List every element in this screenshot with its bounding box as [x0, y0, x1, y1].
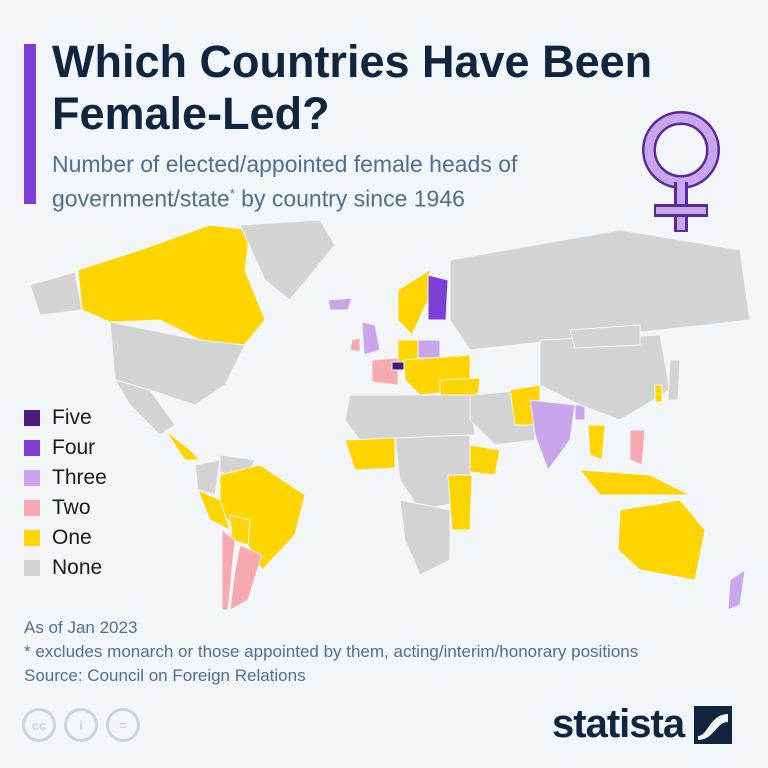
legend-swatch	[24, 440, 40, 456]
statista-mark-icon	[694, 705, 733, 744]
map-region-japan	[667, 359, 681, 401]
map-region-chile	[221, 528, 236, 610]
page-title: Which Countries Have Been Female-Led?	[52, 36, 653, 139]
accent-bar	[24, 44, 36, 204]
as-of-date: As of Jan 2023	[24, 618, 138, 637]
map-region-philippines	[629, 429, 646, 466]
legend-item-three: Three	[24, 463, 107, 493]
legend-item-five: Five	[24, 403, 107, 433]
map-region-uk	[361, 321, 381, 356]
legend-label: Four	[52, 436, 96, 459]
map-region-korea	[654, 384, 663, 403]
map-region-peru	[197, 489, 231, 531]
legend-swatch	[24, 530, 40, 546]
map-region-bangladesh	[574, 404, 586, 421]
map-region-russia	[449, 229, 751, 351]
map-region-new-zealand	[727, 568, 746, 610]
map-region-ireland	[349, 337, 361, 353]
notes: As of Jan 2023 * excludes monarch or tho…	[24, 616, 638, 688]
legend-item-four: Four	[24, 433, 107, 463]
legend-label: Two	[52, 496, 91, 519]
map-region-india	[529, 399, 576, 472]
map-region-southern-africa	[399, 499, 451, 576]
statista-logo[interactable]: statista	[552, 702, 733, 747]
map-region-central-america	[164, 429, 202, 461]
legend-item-one: One	[24, 523, 107, 553]
legend-label: Three	[52, 466, 107, 489]
map-region-thailand	[587, 424, 606, 461]
map-region-bolivia	[229, 514, 251, 546]
license-icons: cc i =	[22, 708, 140, 742]
subtitle-asterisk: *	[229, 186, 235, 201]
legend-item-none: None	[24, 553, 107, 583]
subtitle-text: Number of elected/appointed female heads…	[52, 151, 518, 212]
legend-label: None	[52, 556, 103, 579]
legend: Five Four Three Two One None	[24, 403, 107, 583]
map-region-east-africa	[447, 474, 473, 531]
legend-swatch	[24, 470, 40, 486]
map-region-indonesia	[578, 469, 691, 496]
legend-label: One	[52, 526, 92, 549]
map-region-poland	[417, 339, 441, 359]
map-region-north-africa	[344, 394, 476, 441]
map-region-china	[539, 334, 671, 421]
legend-label: Five	[52, 406, 92, 429]
map-region-turkey	[439, 377, 481, 396]
map-region-australia	[617, 499, 706, 581]
attribution-icon[interactable]: i	[64, 708, 98, 742]
female-symbol-icon	[642, 111, 720, 232]
map-region-argentina	[229, 544, 263, 610]
source: Source: Council on Foreign Relations	[24, 666, 306, 685]
map-region-mexico	[113, 379, 176, 436]
legend-item-two: Two	[24, 493, 107, 523]
legend-swatch	[24, 560, 40, 576]
footnote: * excludes monarch or those appointed by…	[24, 642, 639, 661]
page-subtitle: Number of elected/appointed female heads…	[52, 150, 612, 214]
map-region-canada	[77, 224, 266, 351]
world-map	[29, 219, 751, 610]
creative-commons-icon[interactable]: cc	[22, 708, 56, 742]
map-region-iceland	[327, 297, 353, 311]
no-derivatives-icon[interactable]: =	[106, 708, 140, 742]
legend-swatch	[24, 500, 40, 516]
map-region-colombia	[194, 459, 221, 496]
map-region-ethiopia	[469, 444, 501, 476]
map-region-greenland	[239, 219, 336, 301]
map-region-finland	[427, 274, 449, 321]
map-region-scandinavia	[397, 269, 431, 336]
legend-swatch	[24, 410, 40, 426]
subtitle-end: by country since 1946	[234, 185, 465, 212]
map-region-west-africa	[344, 437, 396, 471]
map-region-alaska	[29, 271, 83, 316]
logo-text: statista	[552, 702, 685, 746]
map-region-switzerland	[391, 361, 405, 371]
map-region-mongolia	[569, 324, 641, 349]
